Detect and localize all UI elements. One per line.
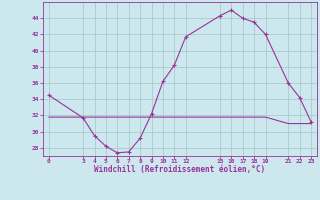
X-axis label: Windchill (Refroidissement éolien,°C): Windchill (Refroidissement éolien,°C) (94, 165, 266, 174)
